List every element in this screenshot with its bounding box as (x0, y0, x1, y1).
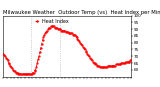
Text: Milwaukee Weather  Outdoor Temp (vs)  Heat Index per Minute (Last 24 Hours): Milwaukee Weather Outdoor Temp (vs) Heat… (3, 10, 160, 15)
Legend: Heat Index: Heat Index (35, 19, 69, 24)
